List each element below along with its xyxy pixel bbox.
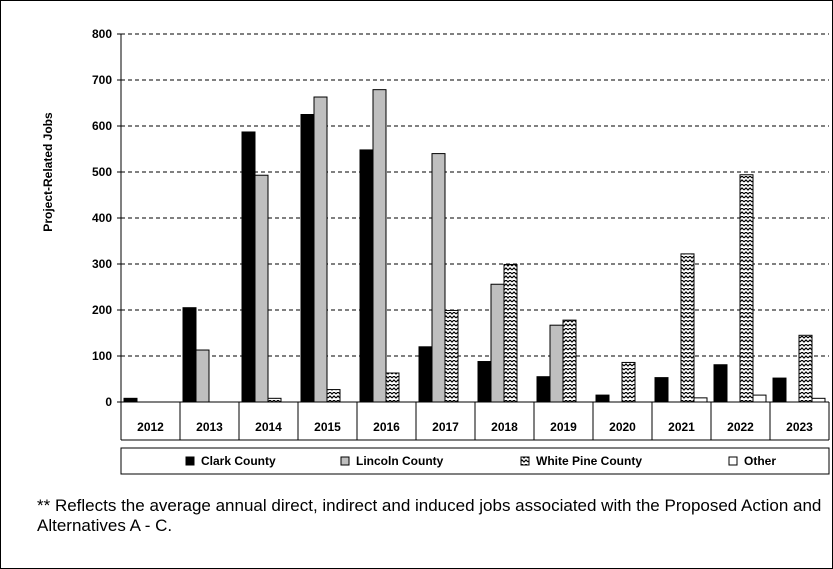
bar-clark-county xyxy=(241,131,256,403)
bar-lincoln-county xyxy=(372,89,387,403)
bar-other xyxy=(752,394,767,403)
x-tick-label: 2022 xyxy=(727,420,754,434)
bar-clark-county xyxy=(182,307,197,403)
x-tick-label: 2017 xyxy=(432,420,459,434)
bar-lincoln-county xyxy=(254,174,269,403)
bar-clark-county xyxy=(595,394,610,403)
gridlines xyxy=(121,33,829,357)
footnote: ** Reflects the average annual direct, i… xyxy=(37,496,822,535)
bar-clark-county xyxy=(713,364,728,403)
bar-lincoln-county xyxy=(549,324,564,403)
bar-white-pine-county xyxy=(326,389,341,403)
bar-white-pine-county xyxy=(444,309,459,403)
x-tick-label: 2014 xyxy=(255,420,282,434)
y-tick-label: 500 xyxy=(92,165,112,179)
y-tick-label: 700 xyxy=(92,73,112,87)
legend-swatch xyxy=(728,456,738,466)
x-tick-label: 2015 xyxy=(314,420,341,434)
bar-clark-county xyxy=(359,149,374,403)
x-tick-label: 2016 xyxy=(373,420,400,434)
bar-white-pine-county xyxy=(798,334,813,403)
y-tick-label: 300 xyxy=(92,257,112,271)
bar-other xyxy=(693,397,708,403)
bar-white-pine-county xyxy=(621,361,636,403)
x-tick-label: 2021 xyxy=(668,420,695,434)
x-tick-label: 2023 xyxy=(786,420,813,434)
bar-lincoln-county xyxy=(490,283,505,403)
bar-lincoln-county xyxy=(313,96,328,403)
legend-swatch xyxy=(520,456,530,466)
legend-swatch xyxy=(340,456,350,466)
bar-clark-county xyxy=(654,377,669,403)
legend-box xyxy=(120,447,830,475)
x-tick-label: 2020 xyxy=(609,420,636,434)
bar-white-pine-county xyxy=(267,397,282,403)
bar-white-pine-county xyxy=(385,372,400,403)
x-tick-label: 2018 xyxy=(491,420,518,434)
bar-white-pine-county xyxy=(680,253,695,403)
bar-clark-county xyxy=(477,361,492,403)
bar-white-pine-county xyxy=(503,263,518,403)
y-tick-label: 600 xyxy=(92,119,112,133)
bars xyxy=(123,89,826,403)
bar-clark-county xyxy=(772,377,787,403)
x-tick-label: 2019 xyxy=(550,420,577,434)
y-tick-label: 400 xyxy=(92,211,112,225)
y-tick-label: 0 xyxy=(105,395,112,409)
x-tick-label: 2013 xyxy=(196,420,223,434)
y-tick-label: 800 xyxy=(92,27,112,41)
x-tick-label: 2012 xyxy=(137,420,164,434)
axes: 0 100 200 300 400 500 600 700 800 2012 2013 2014 201… xyxy=(92,27,830,441)
legend-label: Other xyxy=(744,454,776,468)
y-axis-label: Project-Related Jobs xyxy=(41,112,55,232)
y-tick-label: 100 xyxy=(92,349,112,363)
legend-label: Lincoln County xyxy=(356,454,444,468)
bar-clark-county xyxy=(123,397,138,403)
legend-swatch xyxy=(185,456,195,466)
legend-label: Clark County xyxy=(201,454,276,468)
bar-white-pine-county xyxy=(739,174,754,403)
bar-lincoln-county xyxy=(431,153,446,403)
bar-lincoln-county xyxy=(195,349,210,403)
legend: Clark County Lincoln County White Pine Cou… xyxy=(120,447,830,475)
bar-clark-county xyxy=(418,346,433,403)
bar-clark-county xyxy=(300,114,315,403)
y-tick-label: 200 xyxy=(92,303,112,317)
bar-other xyxy=(811,397,826,403)
legend-label: White Pine County xyxy=(536,454,642,468)
bar-white-pine-county xyxy=(562,319,577,403)
bar-clark-county xyxy=(536,376,551,403)
